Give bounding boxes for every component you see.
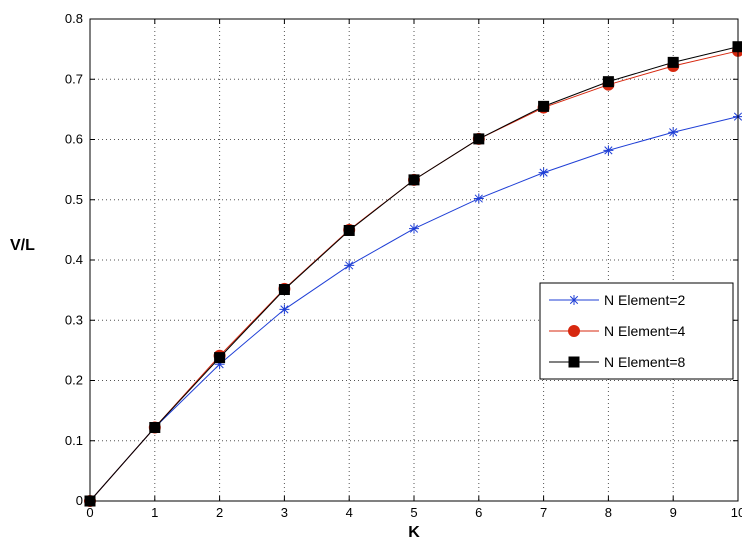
legend-item: N Element=2	[549, 292, 686, 308]
x-tick-label: 2	[216, 505, 223, 520]
legend-label: N Element=8	[604, 354, 686, 370]
x-tick-label: 1	[151, 505, 158, 520]
legend-label: N Element=4	[604, 323, 686, 339]
data-point	[343, 224, 355, 236]
data-point	[538, 167, 549, 178]
x-tick-label: 6	[475, 505, 482, 520]
data-point	[408, 174, 420, 186]
data-point	[279, 304, 290, 315]
legend: N Element=2 N Element=4 N Element=8	[539, 282, 734, 380]
data-point	[668, 127, 679, 138]
legend-marker	[568, 356, 580, 368]
y-tick-label: 0.7	[65, 71, 83, 86]
data-point	[602, 76, 614, 88]
x-tick-label: 7	[540, 505, 547, 520]
x-axis-label: K	[408, 524, 420, 541]
x-tick-label: 5	[410, 505, 417, 520]
y-tick-label: 0.2	[65, 373, 83, 388]
y-tick-label: 0.1	[65, 433, 83, 448]
legend-label: N Element=2	[604, 292, 686, 308]
data-point	[344, 260, 355, 271]
data-point	[409, 223, 419, 234]
y-tick-label: 0	[76, 493, 83, 508]
y-tick-label: 0.4	[65, 252, 83, 267]
y-axis-label: V/L	[10, 237, 35, 254]
data-point	[214, 359, 225, 370]
data-point	[214, 352, 226, 364]
x-tick-label: 9	[670, 505, 677, 520]
series-group	[84, 41, 742, 507]
legend-item: N Element=8	[549, 354, 686, 370]
x-tick-label: 0	[86, 505, 93, 520]
y-tick-label: 0.5	[65, 192, 83, 207]
y-tick-label: 0.8	[65, 11, 83, 26]
data-point	[473, 133, 485, 145]
y-tick-label: 0.6	[65, 132, 83, 147]
data-point	[149, 421, 161, 433]
x-tick-label: 4	[346, 505, 353, 520]
data-point	[278, 284, 290, 296]
legend-item: N Element=4	[549, 323, 686, 339]
legend-marker	[569, 295, 579, 305]
data-point	[473, 193, 484, 204]
x-tick-label: 8	[605, 505, 612, 520]
data-point	[538, 100, 550, 112]
y-tick-label: 0.3	[65, 312, 83, 327]
data-point	[667, 56, 679, 68]
legend-marker	[568, 325, 580, 337]
x-tick-label: 10	[731, 505, 742, 520]
data-point	[603, 145, 614, 156]
x-tick-label: 3	[281, 505, 288, 520]
ticks: 0 1 2 3 4 5 6 7 8 9 10 0 0.1 0.2 0.3 0.4 0.5 0.6 0.7 0.8	[65, 11, 742, 520]
